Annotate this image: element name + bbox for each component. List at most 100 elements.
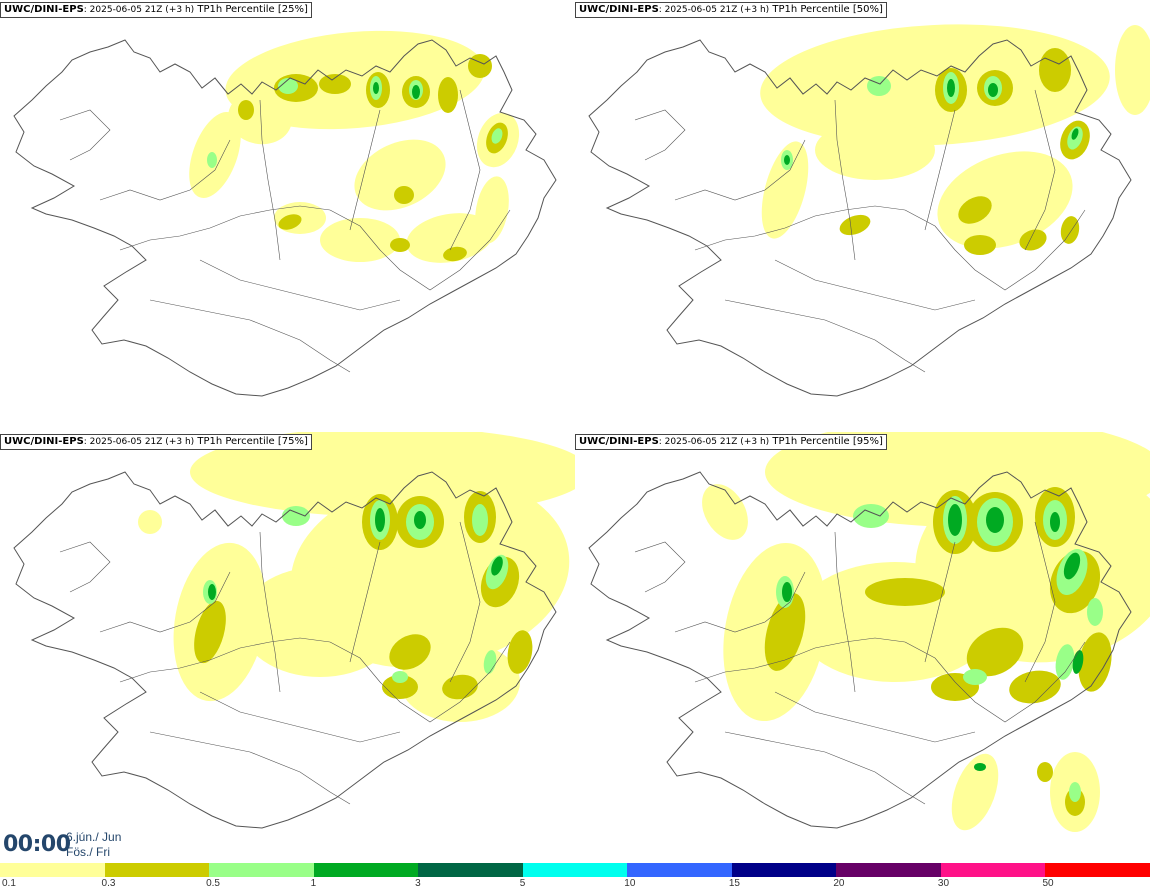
precip-area-olive [1078, 632, 1112, 692]
road-line [59, 541, 111, 593]
run-info: : 2025-06-05 21Z (+3 h) [83, 437, 195, 447]
precip-area-green [947, 79, 955, 97]
precip-area-light-green [867, 76, 891, 96]
legend-swatch-6 [627, 863, 733, 877]
legend-tick-label: 30 [937, 878, 950, 889]
precip-area-pale [937, 151, 1073, 249]
field-name: TP1h Percentile [194, 436, 278, 447]
legend-swatch-3 [313, 863, 419, 877]
precip-area-pale [475, 176, 509, 244]
precip-area-pale [320, 218, 400, 262]
precip-area-green [784, 155, 790, 165]
iceland-coastline [13, 471, 557, 829]
road-line [904, 641, 1086, 723]
precip-area-light-green [278, 78, 298, 94]
precip-area-green [373, 82, 379, 94]
precip-area-green [491, 556, 503, 576]
road-line [349, 109, 381, 231]
precip-area-pale [240, 567, 400, 677]
legend-tick-label: 10 [624, 878, 636, 889]
precip-area-pale [406, 213, 494, 263]
precip-area-olive [964, 235, 996, 255]
road-line [449, 521, 481, 683]
precip-area-olive [1039, 48, 1071, 92]
precip-area-light-green [1069, 782, 1081, 802]
road-line [199, 691, 401, 743]
road-line [634, 541, 686, 593]
precip-area-pale [951, 753, 999, 831]
model-name: UWC/DINI-EPS [579, 436, 659, 447]
road-line [724, 731, 926, 805]
panel-title: UWC/DINI-EPS: 2025-06-05 21Z (+3 h) TP1h… [0, 434, 312, 450]
precip-area-olive [390, 238, 410, 252]
road-line [904, 209, 1086, 291]
precip-area-light-green [963, 669, 987, 685]
precip-area-olive [1037, 762, 1053, 782]
road-line [259, 531, 281, 693]
precip-area-pale [702, 484, 748, 540]
precip-map-p25 [13, 30, 557, 397]
valid-time-box: 00:00 6.jún./ Jun Fös./ Fri [0, 828, 129, 861]
precip-area-light-green [483, 650, 497, 674]
precip-map-p75 [13, 432, 575, 829]
precip-area-green [1050, 512, 1060, 532]
precip-area-pale [138, 510, 162, 534]
precip-field [189, 30, 520, 263]
valid-date: 6.jún./ Jun Fös./ Fri [66, 830, 121, 860]
precip-field [702, 432, 1150, 832]
road-line [1024, 521, 1056, 683]
percentile-label: [25%] [277, 4, 308, 15]
precip-area-green [375, 508, 385, 532]
valid-date-line1: 6.jún./ Jun [66, 830, 122, 844]
precip-area-pale [815, 120, 935, 180]
precip-area-olive [865, 578, 945, 606]
legend-tick-label: 5 [519, 878, 526, 889]
model-name: UWC/DINI-EPS [579, 4, 659, 15]
precip-area-pale [761, 141, 809, 239]
model-name: UWC/DINI-EPS [4, 4, 84, 15]
panel-title: UWC/DINI-EPS: 2025-06-05 21Z (+3 h) TP1h… [575, 2, 887, 18]
road-line [119, 205, 331, 251]
precip-area-olive [238, 100, 254, 120]
road-line [119, 637, 331, 683]
model-name: UWC/DINI-EPS [4, 436, 84, 447]
road-line [329, 209, 511, 291]
precip-area-olive [389, 634, 431, 670]
percentile-label: [75%] [277, 436, 308, 447]
road-line [774, 691, 976, 743]
iceland-coastline [588, 39, 1132, 397]
run-info: : 2025-06-05 21Z (+3 h) [83, 5, 195, 15]
precip-area-green [986, 507, 1004, 533]
legend-swatch-0 [0, 863, 106, 877]
legend-swatch-2 [209, 863, 315, 877]
road-line [1024, 89, 1056, 251]
precip-area-olive [194, 600, 226, 664]
precip-area-olive [394, 186, 414, 204]
map-panel-p95: UWC/DINI-EPS: 2025-06-05 21Z (+3 h) TP1h… [575, 432, 1150, 864]
precip-area-pale [1115, 25, 1150, 115]
legend-tick-label: 50 [1042, 878, 1054, 889]
precip-area-olive [278, 214, 302, 230]
road-line [449, 89, 481, 251]
legend-tick-label: 0.5 [206, 878, 220, 889]
road-line [674, 139, 806, 201]
precip-area-light-green [1087, 598, 1103, 626]
precip-area-green [1063, 552, 1081, 580]
legend-swatch-7 [731, 863, 837, 877]
road-line [329, 641, 511, 723]
precip-area-green [948, 504, 962, 536]
legend-tick-label: 0.1 [2, 878, 16, 889]
run-info: : 2025-06-05 21Z (+3 h) [658, 5, 770, 15]
precip-area-olive [764, 593, 806, 671]
legend-swatch-8 [836, 863, 942, 877]
map-panel-p75: UWC/DINI-EPS: 2025-06-05 21Z (+3 h) TP1h… [0, 432, 575, 864]
precip-area-pale [760, 24, 1110, 146]
precip-area-green [208, 584, 216, 600]
road-line [924, 541, 956, 663]
road-line [774, 259, 976, 311]
iceland-coastline [13, 39, 557, 397]
field-name: TP1h Percentile [769, 436, 853, 447]
precip-area-green [782, 582, 792, 602]
precip-area-olive [1019, 229, 1047, 251]
road-line [99, 571, 231, 633]
